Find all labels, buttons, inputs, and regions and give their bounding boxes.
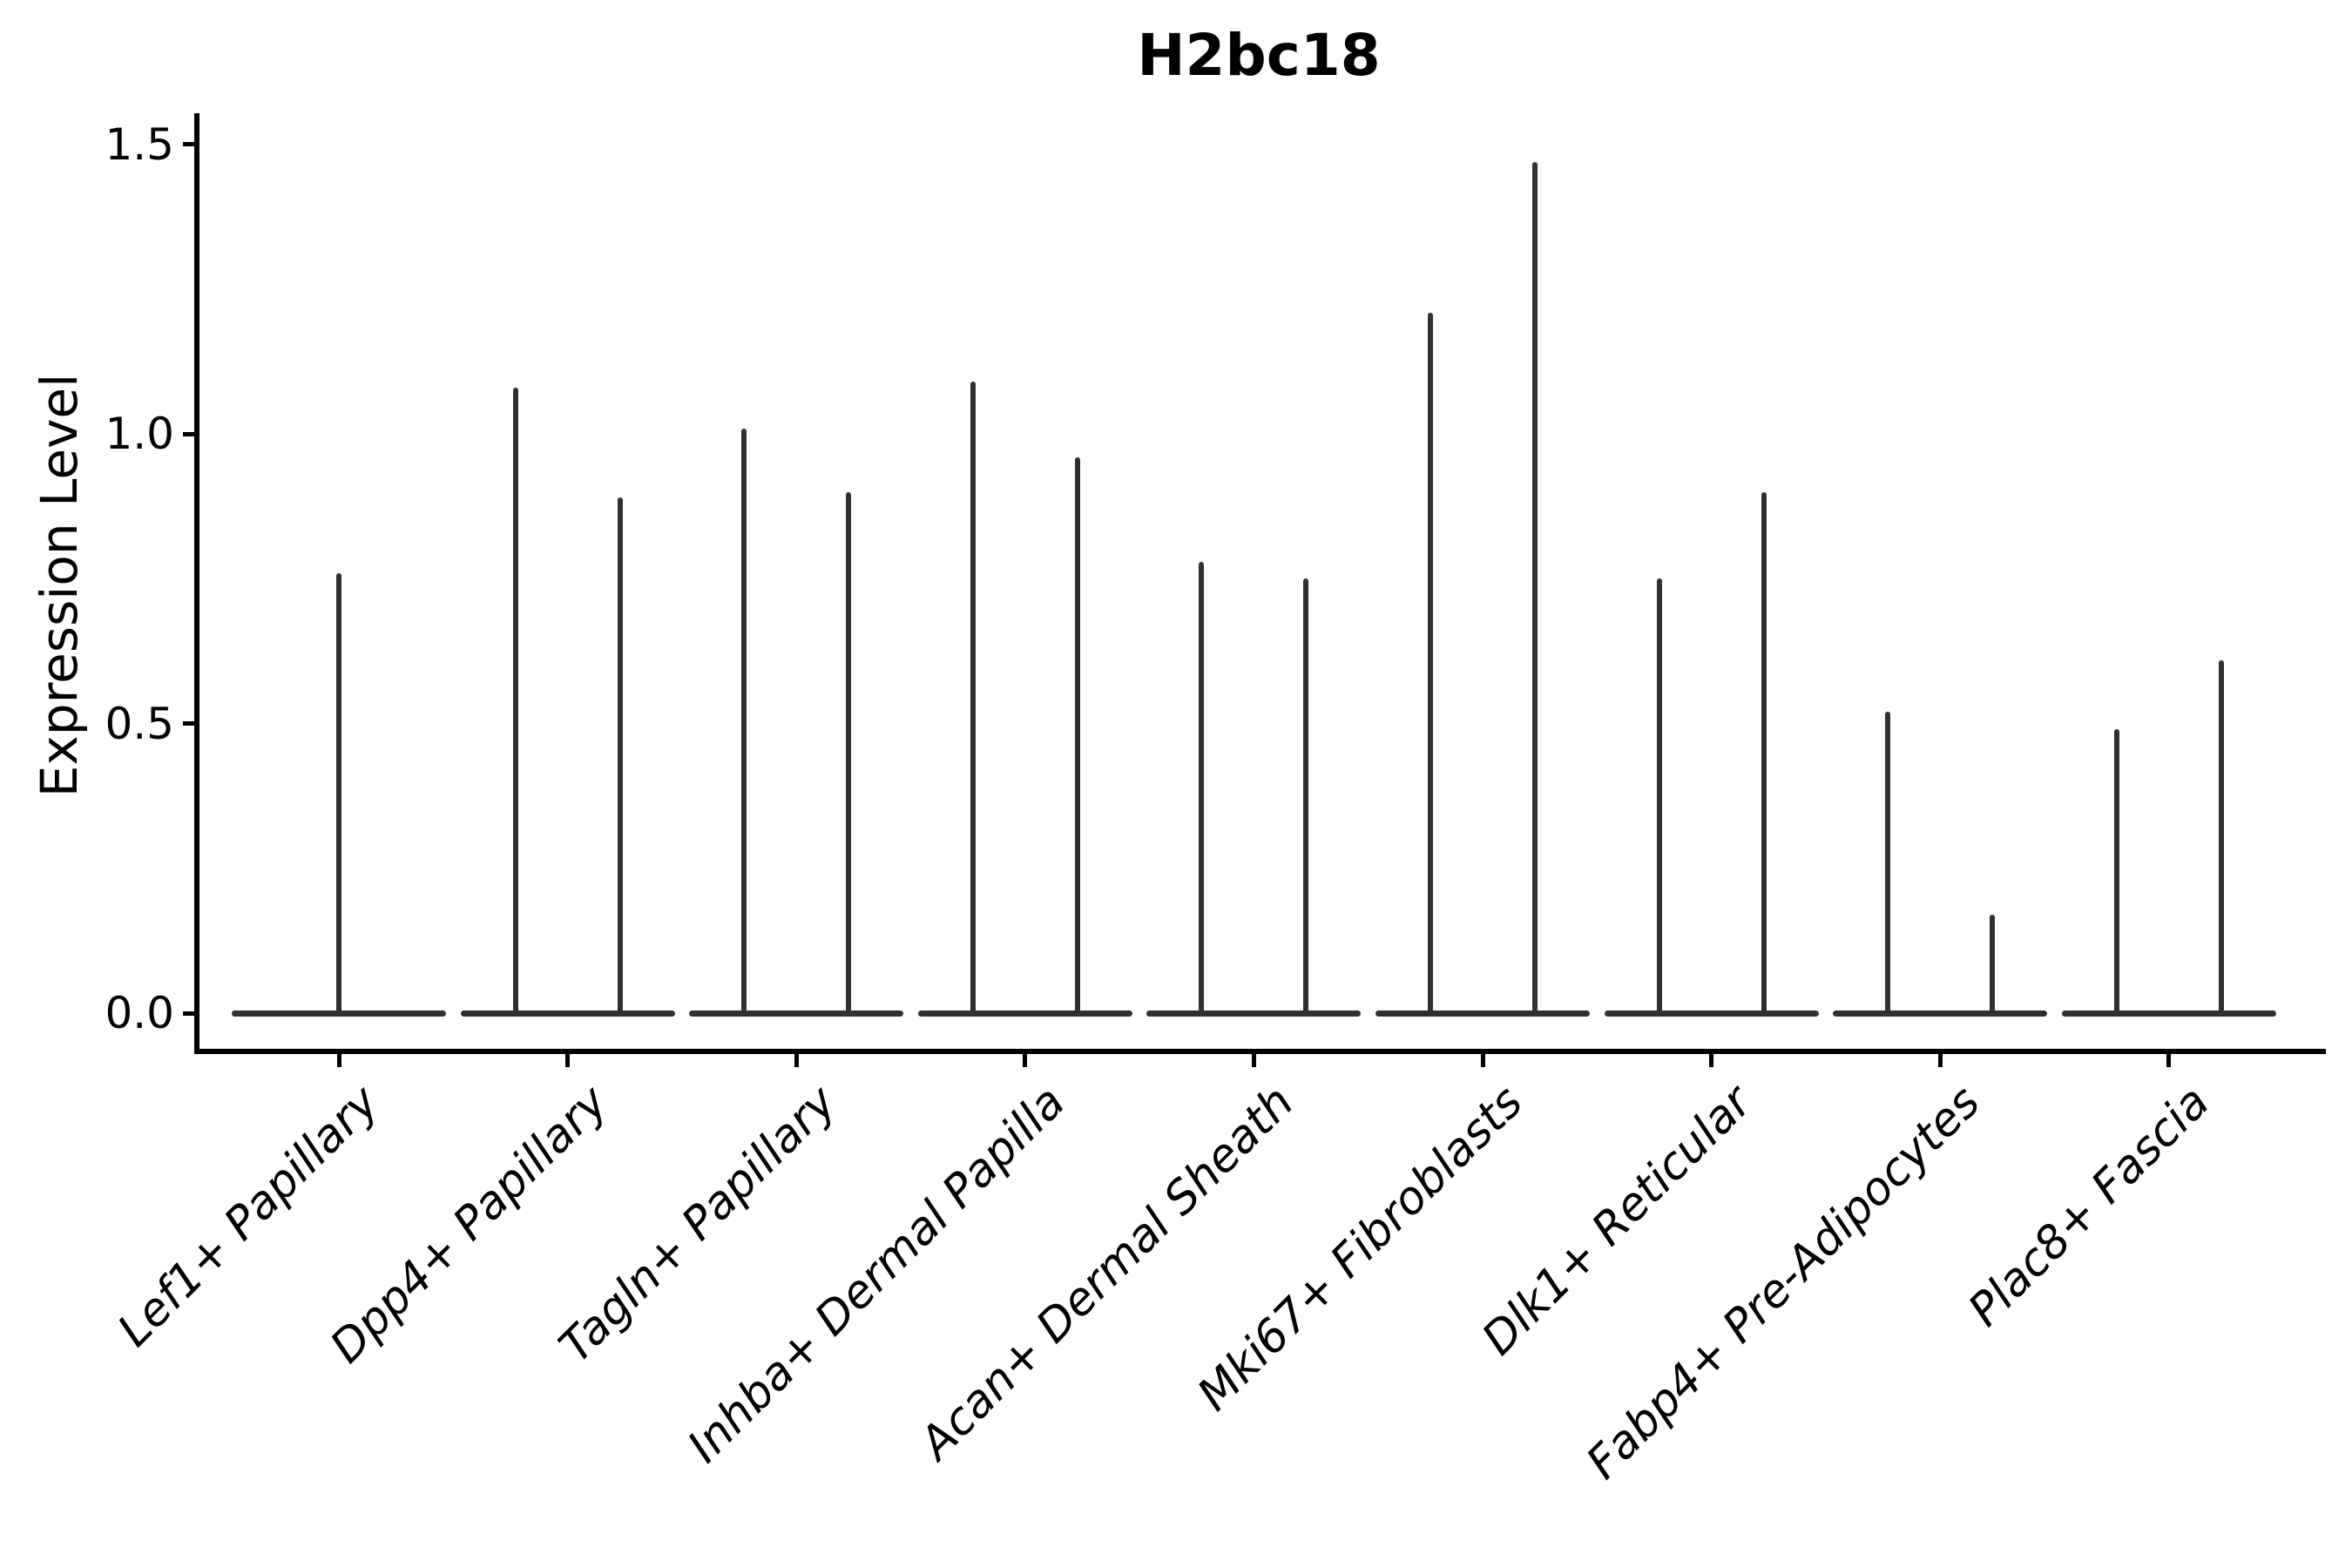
violin-spike [1532, 161, 1538, 1016]
violin-base [689, 1010, 904, 1017]
violin-spike [1428, 312, 1433, 1016]
violin-spike [1885, 712, 1891, 1016]
violin-spike [336, 572, 341, 1016]
violin-base [917, 1010, 1132, 1017]
x-tick [565, 1054, 571, 1067]
violin-spike [2218, 659, 2224, 1016]
y-tick [183, 142, 197, 147]
x-tick-label: Inhba+ Dermal Papilla [678, 1076, 1076, 1473]
x-tick-label: Acan+ Dermal Sheath [910, 1076, 1305, 1470]
violin-spike [2113, 729, 2119, 1016]
violin-base [460, 1010, 675, 1017]
violin-spike [846, 491, 852, 1016]
x-tick-label: Fabp4+ Pre-Adipocytes [1577, 1076, 1990, 1490]
x-tick [1480, 1054, 1485, 1067]
violin-spike [970, 382, 976, 1016]
y-tick-label: 0.5 [105, 698, 174, 749]
x-tick [1937, 1054, 1943, 1067]
chart-title: H2bc18 [1137, 22, 1381, 89]
x-tick [1023, 1054, 1028, 1067]
violin-base [1604, 1010, 1819, 1017]
y-tick [183, 721, 197, 727]
y-axis-label: Expression Level [30, 373, 89, 798]
y-tick-label: 1.5 [105, 118, 174, 170]
violin-spike [1990, 915, 1996, 1016]
violin-spike [1199, 561, 1205, 1016]
y-tick-label: 0.0 [105, 988, 174, 1038]
violin-base [1146, 1010, 1362, 1017]
violin-base [2061, 1010, 2276, 1017]
x-tick-label: Plac8+ Fascia [1958, 1076, 2220, 1337]
violin-spike [741, 428, 747, 1016]
y-tick-label: 1.0 [105, 409, 174, 460]
violin-base [1833, 1010, 2048, 1017]
y-tick [183, 1010, 197, 1016]
violin-spike [1656, 578, 1662, 1016]
y-axis-spine [194, 113, 199, 1054]
y-tick [183, 431, 197, 436]
x-tick [1709, 1054, 1714, 1067]
x-tick [794, 1054, 799, 1067]
violin-spike [1303, 578, 1309, 1016]
x-tick [336, 1054, 341, 1067]
violin-base [1375, 1010, 1590, 1017]
x-axis-spine [194, 1049, 2326, 1054]
violin-spike [1074, 456, 1080, 1016]
violin-spike [512, 388, 518, 1016]
x-tick [2166, 1054, 2172, 1067]
x-tick [1251, 1054, 1256, 1067]
violin-spike [1761, 491, 1767, 1016]
violin-spike [617, 497, 623, 1016]
